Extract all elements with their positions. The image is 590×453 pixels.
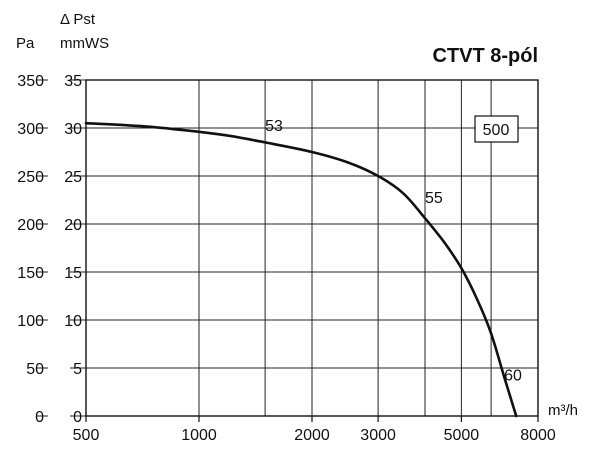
y-right-tick-label: 20 <box>64 217 82 234</box>
y-left-tick-label: 50 <box>26 361 44 378</box>
y-left-unit-label: Pa <box>16 35 35 52</box>
y-right-title: Δ Pst <box>60 11 96 28</box>
y-right-tick-label: 0 <box>73 409 82 426</box>
curve-annotation: 60 <box>504 367 522 384</box>
y-left-tick-label: 0 <box>35 409 44 426</box>
x-tick-label: 3000 <box>360 427 396 444</box>
model-box-label: 500 <box>483 122 510 139</box>
x-tick-label: 1000 <box>181 427 217 444</box>
y-right-tick-label: 30 <box>64 121 82 138</box>
chart-title: CTVT 8-pól <box>432 45 538 67</box>
tick-labels: 0 0 50 5 100 10 150 15 200 20 250 25 300 30 350 35 500 10… <box>17 73 556 444</box>
y-left-tick-label: 250 <box>17 169 44 186</box>
y-left-tick-label: 150 <box>17 265 44 282</box>
x-tick-label: 5000 <box>444 427 480 444</box>
curve-annotation: 55 <box>425 190 443 207</box>
x-tick-label: 2000 <box>294 427 330 444</box>
y-left-tick-label: 100 <box>17 313 44 330</box>
x-unit-label: m³/h <box>548 402 578 419</box>
y-right-tick-label: 25 <box>64 169 82 186</box>
curve-annotation: 53 <box>265 118 283 135</box>
data-marks: 53 55 60 <box>84 118 522 418</box>
y-right-tick-label: 35 <box>64 73 82 90</box>
x-tick-label: 500 <box>73 427 100 444</box>
y-left-tick-label: 300 <box>17 121 44 138</box>
y-right-tick-label: 5 <box>73 361 82 378</box>
y-left-tick-label: 200 <box>17 217 44 234</box>
fan-curve-line <box>84 121 518 418</box>
y-right-tick-label: 10 <box>64 313 82 330</box>
model-box <box>474 115 519 143</box>
x-tick-label: 8000 <box>520 427 556 444</box>
y-right-tick-label: 15 <box>64 265 82 282</box>
y-right-unit-label: mmWS <box>60 35 109 52</box>
y-left-tick-label: 350 <box>17 73 44 90</box>
